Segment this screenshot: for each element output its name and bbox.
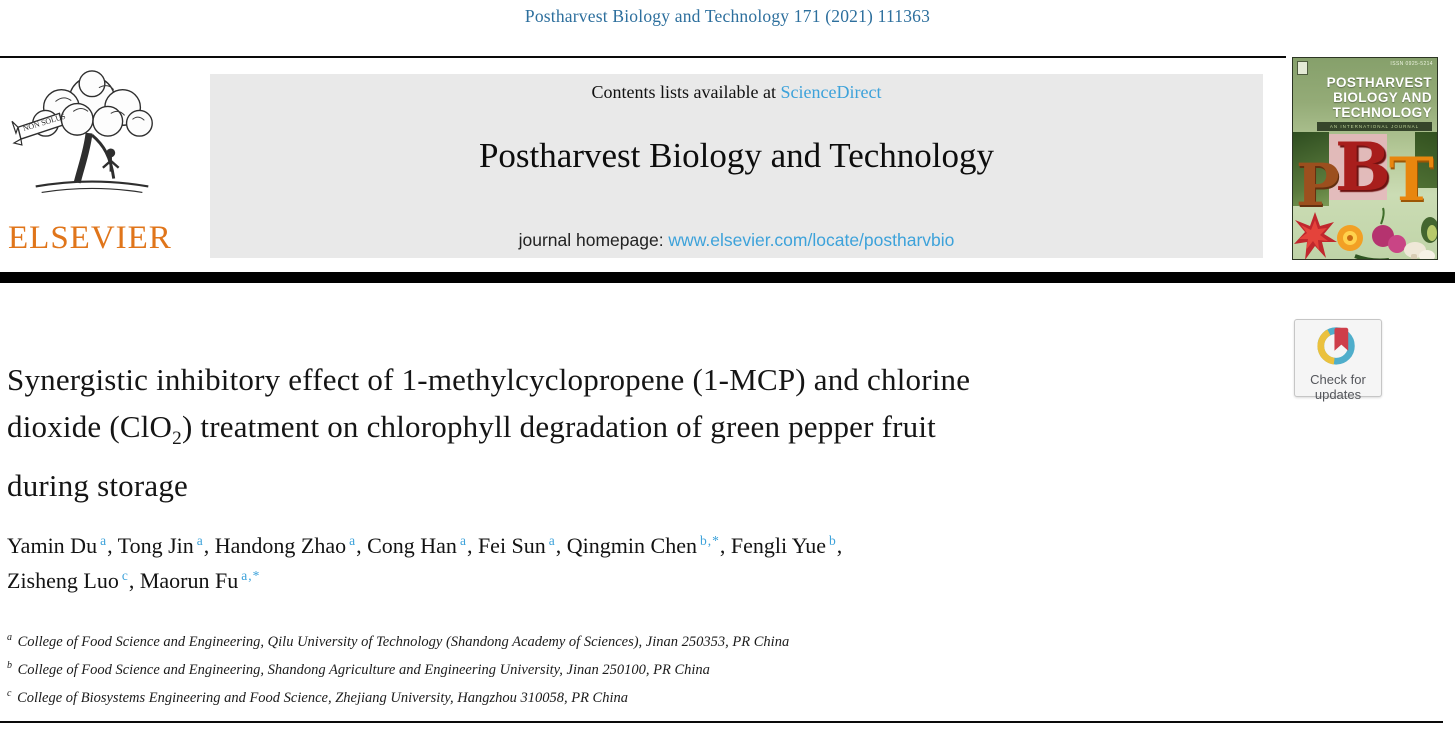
author-name: Fei Sun bbox=[477, 533, 546, 558]
author-affiliation-sup: a bbox=[349, 532, 357, 548]
author-affiliation-sup: a bbox=[459, 532, 467, 548]
author-separator: , bbox=[836, 533, 843, 558]
author-affiliation-sup: b,* bbox=[699, 532, 720, 548]
author-name: Fengli Yue bbox=[730, 533, 826, 558]
journal-cover-thumbnail: ISSN 0925-5214 POSTHARVEST BIOLOGY AND T… bbox=[1292, 57, 1438, 260]
title-line-1: Synergistic inhibitory effect of 1-methy… bbox=[7, 362, 971, 397]
author-name: Qingmin Chen bbox=[566, 533, 697, 558]
cover-initial-p: P bbox=[1296, 151, 1340, 219]
cover-journal-title: POSTHARVEST BIOLOGY AND TECHNOLOGY bbox=[1293, 75, 1437, 120]
bottom-rule bbox=[0, 721, 1443, 723]
cover-issn: ISSN 0925-5214 bbox=[1390, 61, 1433, 67]
contents-line: Contents lists available at ScienceDirec… bbox=[210, 82, 1263, 103]
affiliation-sup: c bbox=[7, 687, 12, 699]
author-name: Zisheng Luo bbox=[7, 568, 119, 593]
journal-homepage-link[interactable]: www.elsevier.com/locate/postharvbio bbox=[668, 230, 955, 250]
author-name: Tong Jin bbox=[117, 533, 194, 558]
author-separator: , bbox=[466, 533, 478, 558]
author-separator: , bbox=[719, 533, 731, 558]
elsevier-tree-icon: NON SOLUS bbox=[11, 70, 153, 193]
author-separator: , bbox=[203, 533, 215, 558]
author-affiliation-sup: a bbox=[548, 532, 556, 548]
header-divider-bar bbox=[0, 272, 1455, 283]
badge-line1: Check for bbox=[1310, 372, 1366, 387]
homepage-line: journal homepage: www.elsevier.com/locat… bbox=[210, 230, 1263, 251]
author-list: Yamin Du a, Tong Jin a, Handong Zhao a, Con… bbox=[7, 528, 1277, 598]
author-affiliation-sup: c bbox=[121, 567, 129, 583]
title-line-2: dioxide (ClO bbox=[7, 409, 173, 444]
cover-elsevier-mark-icon bbox=[1297, 61, 1308, 75]
crossmark-icon bbox=[1317, 327, 1355, 365]
cover-subtitle: AN INTERNATIONAL JOURNAL bbox=[1317, 122, 1432, 131]
author-affiliation-sup: a,* bbox=[241, 567, 261, 583]
author-separator: , bbox=[356, 533, 368, 558]
affiliation-list: a College of Food Science and Engineerin… bbox=[7, 626, 1277, 709]
cover-leaf-right bbox=[1415, 132, 1437, 188]
author-name: Cong Han bbox=[367, 533, 457, 558]
top-rule bbox=[0, 56, 1286, 58]
author-separator: , bbox=[107, 533, 118, 558]
badge-line2: updates bbox=[1314, 387, 1362, 402]
author-affiliation-sup: a bbox=[196, 532, 204, 548]
sciencedirect-link[interactable]: ScienceDirect bbox=[780, 82, 882, 102]
author-name: Maorun Fu bbox=[139, 568, 239, 593]
affiliation-sup: b bbox=[7, 659, 12, 671]
cover-artwork: P B T bbox=[1293, 128, 1437, 259]
author-separator: , bbox=[555, 533, 567, 558]
cover-initial-t: T bbox=[1389, 145, 1434, 215]
affiliation-item: a College of Food Science and Engineerin… bbox=[7, 632, 790, 650]
article-title: Synergistic inhibitory effect of 1-methy… bbox=[7, 356, 1277, 509]
author-separator: , bbox=[128, 568, 140, 593]
author-name: Yamin Du bbox=[7, 533, 98, 558]
cover-leaf-left bbox=[1293, 132, 1329, 206]
cover-title-line: POSTHARVEST bbox=[1326, 75, 1432, 90]
banner-journal-title: Postharvest Biology and Technology bbox=[478, 136, 995, 175]
homepage-prefix: journal homepage: bbox=[518, 230, 669, 250]
cover-initial-b: B bbox=[1335, 128, 1391, 206]
title-line-2-cont: ) treatment on chlorophyll degradation o… bbox=[181, 409, 936, 444]
cover-header: ISSN 0925-5214 bbox=[1293, 58, 1437, 75]
author-name: Handong Zhao bbox=[214, 533, 347, 558]
author-affiliation-sup: b bbox=[828, 532, 837, 548]
elsevier-wordmark: ELSEVIER bbox=[8, 220, 172, 256]
title-line-3: during storage bbox=[7, 468, 189, 504]
cover-produce-illustration bbox=[1294, 207, 1437, 259]
elsevier-logo: NON SOLUS ELSEVIER bbox=[6, 66, 188, 266]
cover-title-line: TECHNOLOGY bbox=[1332, 105, 1432, 120]
contents-prefix: Contents lists available at bbox=[591, 82, 781, 102]
title-subscript: 2 bbox=[172, 428, 182, 450]
journal-banner: Contents lists available at ScienceDirec… bbox=[210, 74, 1263, 258]
affiliation-item: c College of Biosystems Engineering and … bbox=[7, 687, 629, 706]
affiliation-item: b College of Food Science and Engineerin… bbox=[7, 659, 710, 678]
running-head-citation: Postharvest Biology and Technology 171 (… bbox=[524, 6, 931, 26]
author-affiliation-sup: a bbox=[100, 532, 108, 548]
cover-title-line: BIOLOGY AND bbox=[1333, 90, 1432, 105]
cover-pink-block bbox=[1329, 134, 1387, 200]
check-for-updates-badge[interactable]: Check for updates bbox=[1294, 319, 1382, 402]
check-for-updates-label: Check for updates bbox=[1295, 372, 1381, 402]
affiliation-sup: a bbox=[7, 632, 12, 643]
